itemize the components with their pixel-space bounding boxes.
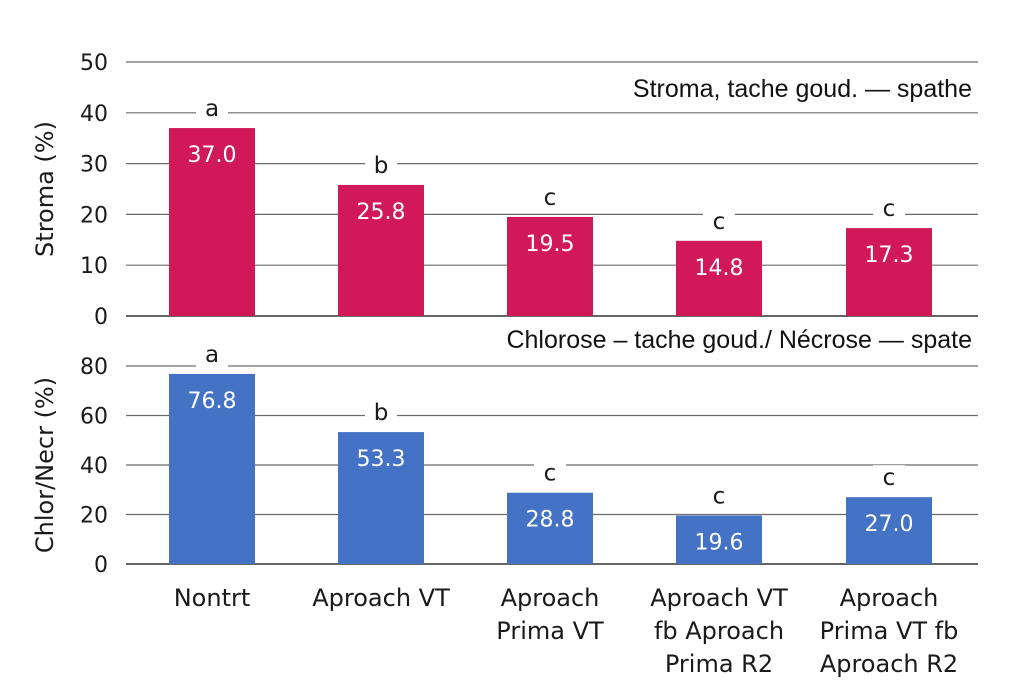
x-category-label: Aproach <box>840 584 939 612</box>
stroma-bar <box>169 128 255 316</box>
stroma-bar <box>846 228 932 316</box>
stroma-significance-letter: b <box>374 153 389 179</box>
stroma-significance-letter: c <box>544 185 557 211</box>
stroma-ytick-label: 0 <box>94 305 108 330</box>
chlor-necr-bar <box>169 373 255 564</box>
chlor-necr-letter-backdrop <box>703 483 735 510</box>
chlor-necr-letter-backdrop <box>534 460 566 487</box>
x-category-label: Nontrt <box>174 584 251 612</box>
stroma-bar-value-label: 25.8 <box>357 200 406 225</box>
stroma-ytick-label: 30 <box>80 153 108 178</box>
chlor-necr-letter-backdrop <box>196 341 228 368</box>
stroma-bar <box>507 216 593 316</box>
chlor-necr-ytick-label: 0 <box>94 553 108 578</box>
chlor-necr-bar <box>338 432 424 564</box>
chlor-necr-chart-title: Chlorose – tache goud./ Nécrose — spate <box>506 326 972 354</box>
chlor-necr-bar-value-label: 19.6 <box>695 530 744 555</box>
stroma-letter-backdrop <box>196 96 228 123</box>
chlor-necr-title-backdrop <box>440 322 980 360</box>
chlor-necr-bar-value-label: 76.8 <box>188 389 237 414</box>
stroma-title-backdrop <box>566 70 978 108</box>
chlor-necr-ytick-label: 60 <box>80 405 108 430</box>
x-category-label: Prima VT fb <box>820 617 959 645</box>
chlor-necr-bar <box>846 497 932 564</box>
stroma-ytick-label: 20 <box>80 203 108 228</box>
stroma-bar <box>338 184 424 316</box>
chlor-necr-bar-value-label: 28.8 <box>526 508 575 533</box>
x-category-label: fb Aproach <box>654 617 784 645</box>
chlor-necr-panel: 0 20 40 60 80 Chlorose – tache goud./ Nécrose… <box>31 322 980 578</box>
stroma-letter-backdrop <box>873 196 905 223</box>
x-category-label: Aproach VT <box>650 584 788 612</box>
chlor-necr-bar-value-label: 27.0 <box>865 512 914 537</box>
stroma-significance-letter: c <box>713 209 726 235</box>
stroma-chart-title: Stroma, tache goud. — spathe <box>633 75 972 103</box>
chlor-necr-ytick-label: 20 <box>80 504 108 529</box>
chlor-necr-letter-backdrop <box>365 400 397 427</box>
stroma-letter-backdrop <box>365 152 397 179</box>
chlor-necr-bar-value-label: 53.3 <box>357 447 406 472</box>
stroma-y-axis-label: Stroma (%) <box>31 121 59 257</box>
stroma-letter-backdrop <box>534 184 566 211</box>
stroma-bar <box>676 240 762 316</box>
x-category-label: Aproach VT <box>312 584 450 612</box>
chlor-necr-significance-letter: c <box>544 461 557 487</box>
stroma-bar-value-label: 17.3 <box>865 243 914 268</box>
x-category-label: Prima R2 <box>665 650 773 678</box>
chlor-necr-ytick-label: 40 <box>80 454 108 479</box>
x-axis-category-labels: Nontrt Aproach VT Aproach Prima VT Aproach V… <box>174 584 959 678</box>
chlor-necr-significance-letter: b <box>374 400 389 426</box>
stroma-ytick-label: 50 <box>80 51 108 76</box>
x-category-label: Aproach R2 <box>820 650 958 678</box>
stroma-ytick-label: 10 <box>80 254 108 279</box>
chlor-necr-bar <box>507 492 593 564</box>
stroma-significance-letter: c <box>883 196 896 222</box>
chlor-necr-y-axis-label: Chlor/Necr (%) <box>31 377 59 553</box>
chlor-necr-ytick-label: 80 <box>80 355 108 380</box>
chlor-necr-significance-letter: c <box>713 483 726 509</box>
chlor-necr-significance-letter: a <box>205 342 219 368</box>
stroma-bar-value-label: 37.0 <box>188 143 237 168</box>
chlor-necr-significance-letter: c <box>883 465 896 491</box>
stroma-ytick-label: 40 <box>80 102 108 127</box>
stroma-significance-letter: a <box>205 96 219 122</box>
chlor-necr-bar <box>676 515 762 564</box>
stroma-letter-backdrop <box>703 208 735 235</box>
stroma-panel: 0 10 20 30 40 50 Stroma, tache goud. — spathe S… <box>31 51 978 330</box>
stroma-bar-value-label: 14.8 <box>695 256 744 281</box>
x-category-label: Aproach <box>501 584 600 612</box>
x-category-label: Prima VT <box>496 617 604 645</box>
chlor-necr-letter-backdrop <box>873 465 905 492</box>
stroma-bar-value-label: 19.5 <box>526 232 575 257</box>
